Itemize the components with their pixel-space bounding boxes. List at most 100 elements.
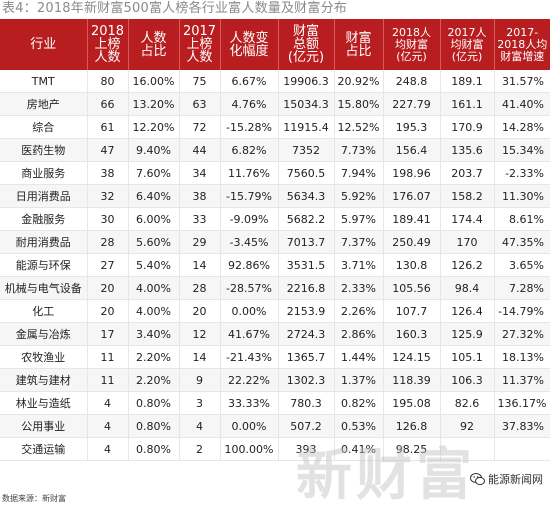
- value-cell: 17: [87, 322, 129, 346]
- value-cell: 18.13%: [494, 345, 550, 369]
- header-line: (亿元): [287, 50, 325, 65]
- header-line: 财富: [292, 24, 319, 39]
- value-cell: 7560.5: [278, 161, 335, 185]
- value-cell: 5.97%: [334, 207, 384, 231]
- value-cell: 16.00%: [128, 70, 180, 93]
- header-line: 人数: [186, 50, 213, 65]
- table-row: 机械与电气设备 20 4.00% 28 -28.57% 2216.8 2.33% 105.56…: [0, 276, 550, 300]
- industry-cell: 机械与电气设备: [0, 276, 88, 300]
- industry-cell: 能源与环保: [0, 253, 88, 277]
- value-cell: 33: [179, 207, 221, 231]
- table-body: TMT 80 16.00% 75 6.67% 19906.3 20.92% 248.8 189.…: [0, 70, 550, 461]
- value-cell: 7.28%: [494, 276, 550, 300]
- industry-cell: 日用消费品: [0, 184, 88, 208]
- value-cell: -9.09%: [220, 207, 279, 231]
- value-cell: 9.40%: [128, 138, 180, 162]
- header-line: 上榜: [94, 37, 121, 52]
- value-cell: 105.56: [383, 276, 441, 300]
- value-cell: 198.96: [383, 161, 441, 185]
- value-cell: 5682.2: [278, 207, 335, 231]
- value-cell: 7352: [278, 138, 335, 162]
- value-cell: 7.60%: [128, 161, 180, 185]
- value-cell: 2.26%: [334, 299, 384, 323]
- industry-cell: 农牧渔业: [0, 345, 88, 369]
- header-line: 2017: [182, 24, 217, 39]
- value-cell: 11.37%: [494, 368, 550, 392]
- value-cell: [494, 437, 550, 461]
- value-cell: 14: [179, 253, 221, 277]
- value-cell: 4.76%: [220, 92, 279, 116]
- value-cell: 33.33%: [220, 391, 279, 415]
- header-line: 人数: [140, 30, 167, 46]
- header-line: 人数: [94, 50, 121, 65]
- value-cell: 27.32%: [494, 322, 550, 346]
- value-cell: 107.7: [383, 299, 441, 323]
- value-cell: 136.17%: [494, 391, 550, 415]
- value-cell: 11: [87, 368, 129, 392]
- value-cell: 15.80%: [334, 92, 384, 116]
- source-note: 数据来源：新财富: [2, 494, 66, 503]
- header-line: 财富增速: [500, 49, 545, 63]
- value-cell: 1.37%: [334, 368, 384, 392]
- value-cell: 156.4: [383, 138, 441, 162]
- table-row: 交通运输 4 0.80% 2 100.00% 393 0.41% 98.25: [0, 437, 550, 461]
- value-cell: 161.1: [440, 92, 495, 116]
- value-cell: 15.34%: [494, 138, 550, 162]
- brand-label: 能源新闻网: [488, 473, 543, 486]
- header-cell: 2017人 均财富 (亿元): [440, 19, 495, 70]
- value-cell: 11: [87, 345, 129, 369]
- value-cell: 4.00%: [128, 299, 180, 323]
- industry-cell: TMT: [0, 70, 88, 93]
- value-cell: 100.00%: [220, 437, 279, 461]
- value-cell: 27: [87, 253, 129, 277]
- value-cell: 12.20%: [128, 115, 180, 139]
- table-row: 公用事业 4 0.80% 4 0.00% 507.2 0.53% 126.8 92 37.83%: [0, 414, 550, 438]
- value-cell: 5.40%: [128, 253, 180, 277]
- industry-cell: 建筑与建材: [0, 368, 88, 392]
- industry-cell: 医药生物: [0, 138, 88, 162]
- table-row: 综合 61 12.20% 72 -15.28% 11915.4 12.52% 195.3 170…: [0, 115, 550, 139]
- value-cell: -3.45%: [220, 230, 279, 254]
- value-cell: 30: [87, 207, 129, 231]
- value-cell: 12: [179, 322, 221, 346]
- value-cell: 6.82%: [220, 138, 279, 162]
- value-cell: 31.57%: [494, 70, 550, 93]
- header-line: 人数变: [229, 30, 269, 46]
- value-cell: 6.67%: [220, 70, 279, 93]
- value-cell: 61: [87, 115, 129, 139]
- value-cell: 126.4: [440, 299, 495, 323]
- value-cell: 75: [179, 70, 221, 93]
- value-cell: 2: [179, 437, 221, 461]
- industry-cell: 金融服务: [0, 207, 88, 231]
- value-cell: 189.41: [383, 207, 441, 231]
- table-row: 农牧渔业 11 2.20% 14 -21.43% 1365.7 1.44% 124.15 105…: [0, 345, 550, 369]
- value-cell: 3: [179, 391, 221, 415]
- table-row: 能源与环保 27 5.40% 14 92.86% 3531.5 3.71% 130.8 126.…: [0, 253, 550, 277]
- header-line: 2018人均: [497, 37, 548, 51]
- value-cell: -15.79%: [220, 184, 279, 208]
- value-cell: 105.1: [440, 345, 495, 369]
- value-cell: 1302.3: [278, 368, 335, 392]
- value-cell: 176.07: [383, 184, 441, 208]
- value-cell: 34: [179, 161, 221, 185]
- value-cell: 28: [179, 276, 221, 300]
- value-cell: 4: [87, 391, 129, 415]
- header-cell: 人数 占比: [128, 19, 180, 70]
- value-cell: 38: [87, 161, 129, 185]
- industry-cell: 综合: [0, 115, 88, 139]
- value-cell: 507.2: [278, 414, 335, 438]
- header-cell: 2018 上榜 人数: [87, 19, 129, 70]
- value-cell: -14.79%: [494, 299, 550, 323]
- value-cell: 4.00%: [128, 276, 180, 300]
- header-line: 总额: [292, 37, 319, 52]
- industry-cell: 房地产: [0, 92, 88, 116]
- value-cell: 3531.5: [278, 253, 335, 277]
- wechat-icon: [470, 472, 485, 485]
- value-cell: 195.3: [383, 115, 441, 139]
- table-title: 表4：2018年新财富500富人榜各行业富人数量及财富分布: [2, 1, 347, 16]
- value-cell: 44: [179, 138, 221, 162]
- value-cell: 32: [87, 184, 129, 208]
- table-row: 化工 20 4.00% 20 0.00% 2153.9 2.26% 107.7 126.4 -14…: [0, 299, 550, 323]
- value-cell: 0.53%: [334, 414, 384, 438]
- header-cell: 财富 总额 (亿元): [278, 19, 335, 70]
